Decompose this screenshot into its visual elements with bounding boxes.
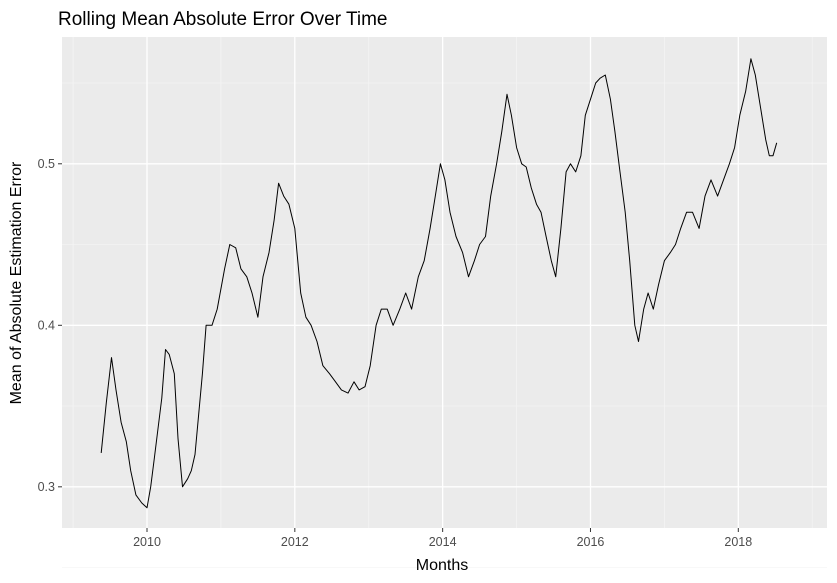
x-tick-label: 2014 bbox=[429, 535, 457, 549]
y-tick-label: 0.4 bbox=[38, 318, 55, 332]
series-group bbox=[100, 58, 778, 509]
y-axis: 0.3 0.4 0.5 bbox=[38, 157, 62, 494]
x-axis: 2010 2012 2014 2016 2018 bbox=[133, 528, 752, 549]
x-tick-label: 2018 bbox=[724, 535, 752, 549]
series-line bbox=[100, 58, 778, 509]
x-tick-label: 2010 bbox=[133, 535, 161, 549]
x-tick-label: 2016 bbox=[577, 535, 605, 549]
y-axis-title: Mean of Absolute Estimation Error bbox=[8, 161, 25, 404]
y-tick-label: 0.3 bbox=[38, 480, 55, 494]
x-tick-label: 2012 bbox=[281, 535, 309, 549]
gridlines bbox=[62, 37, 827, 568]
chart-title: Rolling Mean Absolute Error Over Time bbox=[58, 9, 387, 30]
plot-panel bbox=[62, 37, 827, 528]
x-axis-title: Months bbox=[416, 557, 468, 574]
y-tick-label: 0.5 bbox=[38, 157, 55, 171]
